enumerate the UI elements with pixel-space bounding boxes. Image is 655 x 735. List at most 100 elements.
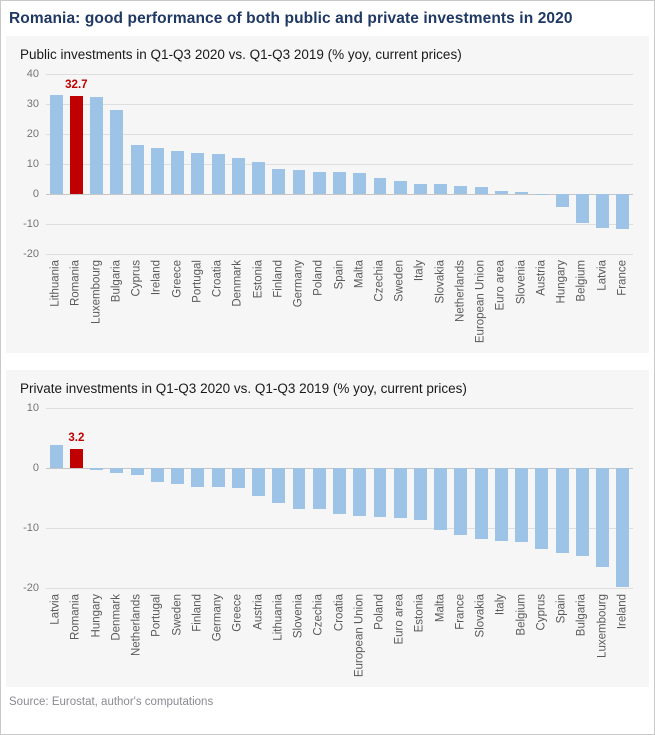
bar-denmark [231, 158, 245, 194]
bar-finland [272, 168, 286, 194]
x-label-latvia: Latvia [595, 260, 608, 291]
x-label-poland: Poland [373, 594, 386, 630]
x-label-germany: Germany [211, 594, 224, 642]
x-label-luxembourg: Luxembourg [595, 594, 608, 658]
y-axis-tick-label: 30 [26, 98, 39, 110]
x-label-italy: Italy [413, 260, 426, 282]
x-label-estonia: Estonia [251, 260, 264, 299]
x-label-latvia: Latvia [49, 594, 62, 625]
bar-ireland [616, 468, 630, 588]
highlight-value-label: 3.2 [68, 431, 85, 444]
bar-croatia [333, 468, 346, 514]
gridline [46, 528, 633, 529]
x-label-czechia: Czechia [312, 594, 325, 636]
x-label-czechia: Czechia [373, 260, 386, 302]
x-label-euro-area: Euro area [494, 260, 507, 311]
bar-netherlands [454, 186, 468, 194]
bar-latvia [49, 444, 63, 468]
bar-slovakia [434, 184, 448, 194]
x-label-denmark: Denmark [110, 594, 123, 641]
y-axis-tick-label: -10 [23, 218, 39, 230]
x-label-portugal: Portugal [191, 260, 204, 303]
page-title: Romania: good performance of both public… [9, 10, 573, 27]
x-label-sweden: Sweden [170, 594, 183, 636]
bar-lithuania [272, 468, 286, 503]
y-axis-tick-label: 10 [26, 402, 39, 414]
x-label-croatia: Croatia [332, 594, 345, 632]
gridline [46, 104, 633, 105]
bar-france [616, 194, 630, 229]
x-label-european-union: European Union [352, 594, 365, 678]
x-label-bulgaria: Bulgaria [575, 594, 588, 637]
public-chart-plot-area: 40 30 20 10 0 -10 -20 32.7 [23, 68, 633, 260]
bar-czechia [373, 178, 387, 194]
x-label-slovakia: Slovakia [433, 260, 446, 304]
gridline [46, 588, 633, 589]
bar-croatia [211, 153, 225, 194]
y-axis-tick-label: -20 [23, 582, 39, 594]
x-label-lithuania: Lithuania [49, 260, 62, 307]
x-label-malta: Malta [433, 594, 446, 623]
bar-lithuania [49, 94, 63, 194]
bar-czechia [312, 468, 326, 510]
bar-malta [353, 173, 367, 194]
bar-slovenia [515, 192, 529, 194]
x-label-romania: Romania [69, 260, 82, 307]
bar-sweden [393, 180, 407, 194]
x-label-finland: Finland [272, 260, 285, 298]
gridline [46, 164, 633, 165]
x-label-italy: Italy [494, 594, 507, 616]
bar-italy [494, 468, 508, 542]
bar-luxembourg [596, 468, 610, 567]
bar-poland [312, 171, 326, 194]
x-label-ireland: Ireland [150, 260, 163, 296]
bar-italy [413, 183, 427, 194]
bar-ireland [150, 147, 164, 194]
x-label-austria: Austria [251, 594, 264, 630]
bar-romania [69, 95, 83, 194]
bar-slovakia [474, 468, 488, 539]
x-label-ireland: Ireland [616, 594, 629, 630]
bar-bulgaria [110, 110, 124, 194]
x-label-cyprus: Cyprus [535, 594, 548, 631]
bar-poland [373, 468, 387, 518]
x-label-euro-area: Euro area [393, 594, 406, 645]
private-investments-chart-panel: Private investments in Q1-Q3 2020 vs. Q1… [6, 370, 649, 687]
x-label-netherlands: Netherlands [454, 260, 467, 323]
bar-belgium [575, 194, 589, 223]
x-label-poland: Poland [312, 260, 325, 296]
x-label-croatia: Croatia [211, 260, 224, 298]
bar-spain [555, 468, 569, 553]
x-label-greece: Greece [170, 260, 183, 298]
gridline [46, 254, 633, 255]
bar-slovenia [292, 468, 306, 509]
x-label-lithuania: Lithuania [272, 594, 285, 641]
x-label-denmark: Denmark [231, 260, 244, 307]
bar-malta [434, 468, 448, 530]
bar-denmark [110, 468, 124, 473]
bar-romania [69, 448, 83, 468]
bar-european-union [353, 468, 367, 516]
bar-estonia [252, 162, 265, 194]
bar-european-union [474, 187, 488, 194]
source-note: Source: Eurostat, author's computations [9, 696, 214, 708]
bar-luxembourg [90, 97, 104, 194]
x-label-belgium: Belgium [575, 260, 588, 302]
bar-latvia [596, 194, 610, 228]
x-label-finland: Finland [191, 594, 204, 632]
zero-axis-line [46, 194, 633, 195]
x-label-spain: Spain [555, 594, 568, 624]
gridline [46, 134, 633, 135]
gridline [46, 224, 633, 225]
x-label-germany: Germany [292, 260, 305, 308]
bar-germany [292, 170, 306, 194]
highlight-value-label: 32.7 [65, 78, 88, 91]
x-label-netherlands: Netherlands [130, 594, 143, 657]
y-axis-tick-label: 40 [26, 68, 39, 80]
x-label-hungary: Hungary [89, 594, 102, 638]
bar-spain [333, 172, 346, 194]
gridline [46, 408, 633, 409]
y-axis-tick-label: -10 [23, 522, 39, 534]
bar-hungary [90, 468, 104, 471]
